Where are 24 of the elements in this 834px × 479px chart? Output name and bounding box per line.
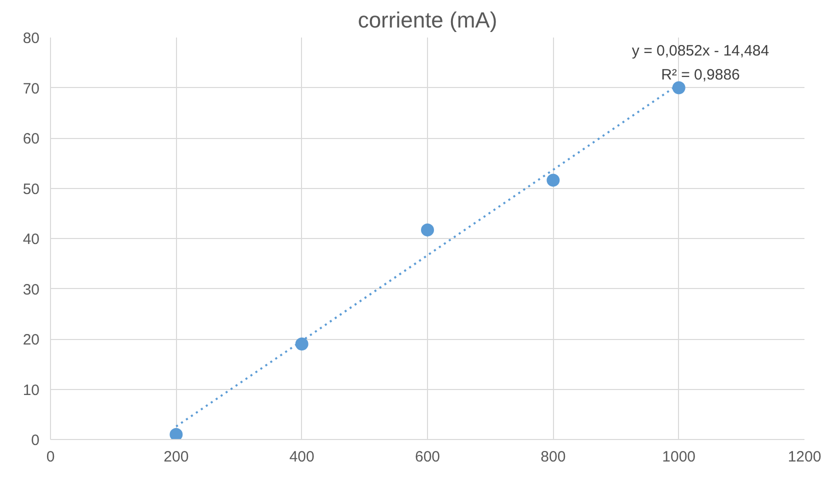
y-tick-label: 0	[31, 432, 40, 449]
y-tick-label: 30	[22, 281, 40, 298]
y-tick-label: 80	[22, 30, 40, 47]
y-tick-label: 10	[22, 382, 40, 399]
x-tick-label: 600	[414, 448, 440, 466]
point	[295, 338, 308, 351]
x-tick-label: 400	[289, 448, 314, 466]
y-tick-label: 70	[22, 80, 40, 98]
y-tick-label: 20	[22, 332, 40, 348]
y-tick-label: 40	[22, 231, 40, 248]
annotation: R² = 0,9886	[661, 66, 740, 84]
point	[546, 174, 560, 187]
point	[672, 81, 686, 94]
point	[170, 428, 183, 440]
x-tick-label: 800	[540, 448, 566, 466]
annotation: y = 0,0852x - 14,484	[632, 42, 770, 60]
y-tick-label: 60	[22, 130, 40, 148]
y-tick-label: 50	[22, 180, 40, 198]
point	[421, 223, 434, 236]
x-tick-label: 200	[164, 448, 189, 466]
x-tick-label: 0	[46, 448, 55, 466]
chart-title: corriente (mA)	[358, 8, 498, 32]
x-tick-label: 1000	[662, 448, 696, 466]
x-tick-label: 1200	[788, 448, 822, 466]
